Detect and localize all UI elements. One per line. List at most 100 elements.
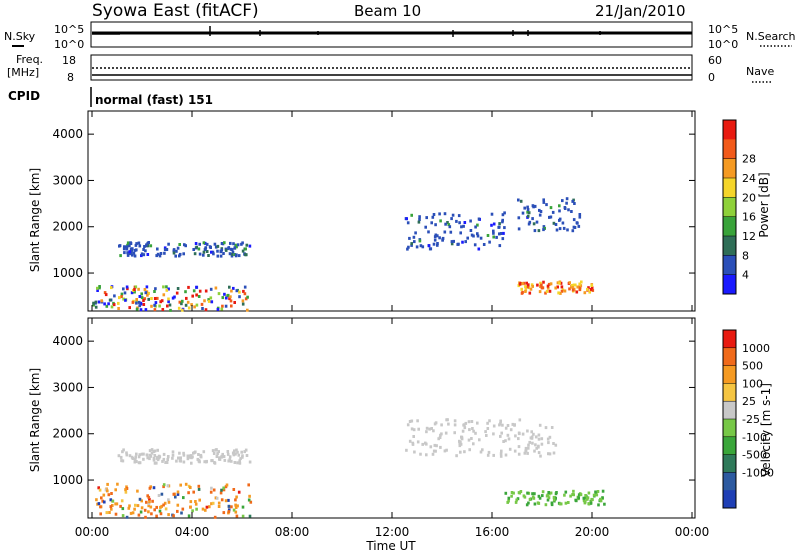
echo-cell [190,461,193,465]
echo-cell [430,221,433,225]
echo-cell [488,240,491,244]
echo-cell [408,420,412,423]
echo-cell [488,419,491,423]
echo-cell [413,240,416,244]
echo-cell [450,242,454,246]
echo-cell [477,247,481,251]
echo-cell [110,507,113,511]
echo-cell [153,454,157,457]
echo-cell [562,226,566,230]
echo-cell [537,451,541,455]
echo-cell [142,457,145,461]
colorbar-tick-label: 500 [742,360,763,373]
echo-cell [548,215,551,219]
echo-cell [434,449,437,453]
echo-cell [102,493,106,497]
echo-cell [149,505,153,509]
echo-cell [158,509,162,513]
echo-cell [486,453,490,457]
echo-cell [510,491,514,494]
echo-cell [241,505,245,509]
echo-cell [212,252,215,256]
echo-cell [540,283,543,287]
date-label: 21/Jan/2010 [595,2,686,20]
echo-cell [220,488,223,492]
echo-cell [552,442,555,445]
echo-cell [191,455,194,459]
echo-cell [532,222,536,226]
echo-cell [444,431,448,435]
echo-cell [459,450,462,454]
echo-cell [224,304,228,308]
y-tick-label: 4000 [52,334,83,348]
echo-cell [517,452,521,456]
echo-cell [179,459,183,463]
echo-cell [147,502,151,506]
echo-cell [145,285,149,289]
echo-cell [147,510,150,514]
echo-cell [184,244,187,248]
colorbar-swatch [723,236,736,256]
colorbar-tick-label: 4 [742,269,749,282]
echo-cell [148,453,152,457]
echo-cell [96,286,99,290]
freq-tick-low: 8 [67,71,74,84]
colorbar-swatch [723,274,736,295]
echo-cell [216,249,219,253]
echo-cell [167,297,170,301]
echo-cell [153,297,157,300]
echo-cell [526,210,529,214]
echo-cell [584,494,587,497]
echo-cell [134,243,138,247]
echo-cell [547,441,550,445]
echo-cell [110,492,113,495]
echo-cell [237,490,241,494]
echo-cell [504,439,507,443]
echo-cell [421,245,425,249]
echo-cell [531,492,534,496]
colorbar-tick-label: 100 [742,377,763,390]
echo-cell [418,215,421,219]
echo-cell [228,455,232,459]
echo-cell [472,234,475,238]
echo-cell [547,496,551,500]
freq-panel-frame [90,54,693,81]
echo-cell [524,449,528,452]
echo-cell [578,215,582,219]
echo-cell [129,252,132,256]
echo-cell [548,452,552,456]
echo-cell [230,459,233,463]
echo-cell [527,446,530,450]
echo-cell [449,230,453,234]
echo-cell [183,243,186,247]
echo-cell [233,246,236,250]
echo-cell [171,456,174,460]
echo-cell [439,219,442,223]
echo-cell [118,244,122,248]
echo-cell [533,502,537,506]
echo-cell [198,252,202,256]
echo-cell [152,457,156,460]
echo-cell [499,419,502,423]
echo-cell [193,305,196,309]
echo-cell [530,436,534,440]
echo-cell [241,454,244,458]
echo-cell [552,495,556,499]
echo-cell [116,482,119,486]
echo-cell [548,289,552,293]
echo-cell [221,304,224,308]
echo-cell [224,499,228,503]
echo-cell [462,224,465,228]
echo-cell [406,247,409,251]
echo-cell [572,489,575,493]
y-tick-label: 2000 [52,220,83,234]
y-tick-label: 1000 [52,266,83,280]
echo-cell [471,427,474,430]
echo-cell [474,225,477,229]
echo-cell [526,451,529,455]
echo-cell [245,454,249,457]
echo-cell [587,502,590,506]
echo-cell [207,254,210,257]
echo-cell [161,308,165,311]
echo-cell [186,454,190,458]
